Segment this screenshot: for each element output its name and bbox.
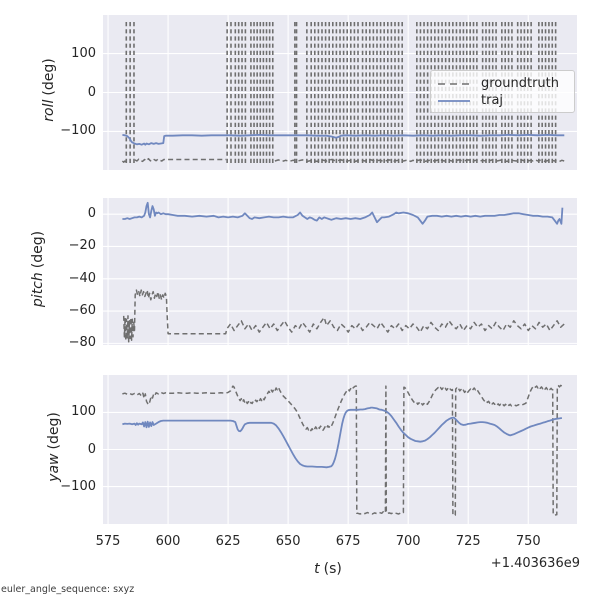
roll-ytick-label: −100 [60, 123, 96, 139]
pitch-ytick-label: 0 [87, 206, 96, 222]
legend-entry-traj: traj [437, 92, 568, 109]
legend-entry-groundtruth: groundtruth [437, 75, 568, 92]
pitch-plot-area [103, 198, 577, 345]
roll-ytick-label: 100 [71, 45, 96, 61]
pitch-ytick-label: −60 [68, 303, 96, 319]
legend-label-traj: traj [481, 93, 504, 108]
xtick-label: 625 [215, 534, 241, 549]
yaw-ytick-label: 0 [87, 441, 96, 457]
x-axis-label-unit: (s) [323, 561, 342, 577]
solid-line-sample-icon [438, 99, 470, 102]
legend: groundtruth traj [430, 70, 575, 113]
legend-label-groundtruth: groundtruth [481, 76, 560, 91]
pitch-ytick-label: −20 [68, 238, 96, 254]
dashed-line-sample-icon [438, 82, 470, 85]
x-axis-offset: +1.403636e9 [490, 556, 580, 571]
pitch-ytick-label: −80 [68, 335, 96, 351]
xtick-label: 700 [395, 534, 421, 549]
xtick-label: 600 [155, 534, 181, 549]
x-axis-label: t (s) [283, 561, 373, 577]
xtick-label: 575 [95, 534, 121, 549]
yaw-ytick-label: −100 [60, 478, 96, 494]
footer-note: euler_angle_sequence: sxyz [1, 584, 135, 595]
x-axis-label-var: t [314, 561, 320, 577]
pitch-ytick-label: −40 [68, 270, 96, 286]
yaw-plot-area [103, 375, 577, 524]
roll-axis-label-var: roll [41, 99, 57, 122]
roll-ytick-label: 0 [87, 84, 96, 100]
yaw-ytick-label: 100 [71, 404, 96, 420]
xtick-label: 675 [335, 534, 361, 549]
xtick-label: 650 [275, 534, 301, 549]
xtick-label: 750 [515, 534, 541, 549]
xtick-label: 725 [455, 534, 481, 549]
